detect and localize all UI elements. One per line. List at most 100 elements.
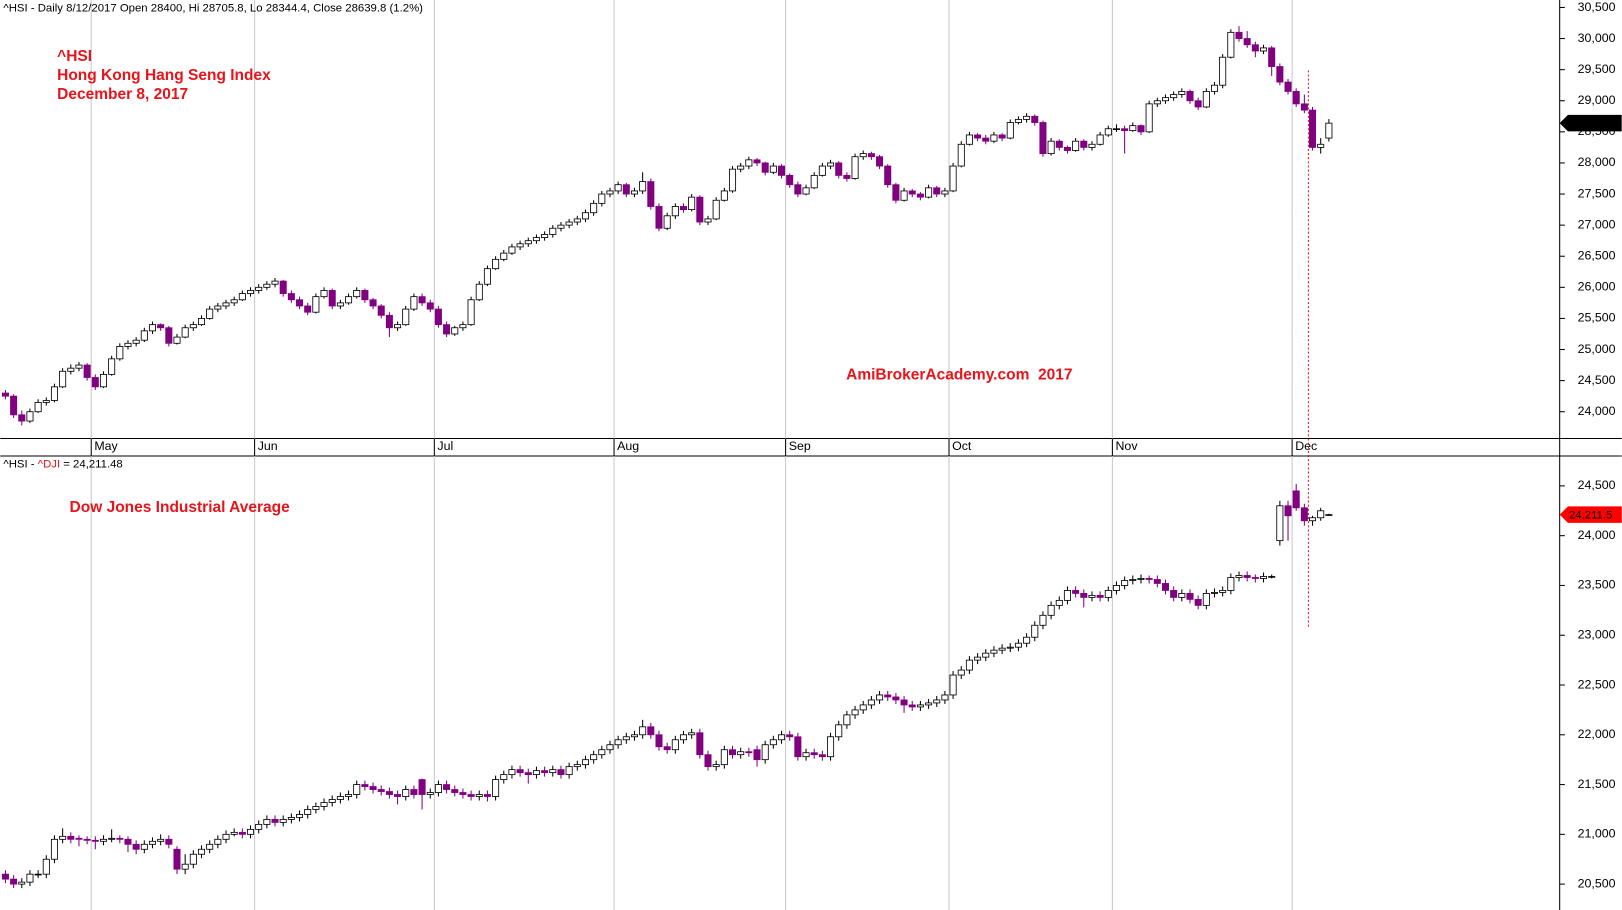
candle-body xyxy=(148,840,157,845)
candle-body xyxy=(982,137,990,142)
candle-body xyxy=(549,769,557,774)
candle-body xyxy=(181,863,189,870)
candle-body xyxy=(1309,109,1317,148)
candle-body xyxy=(630,190,638,195)
candle-body xyxy=(1235,31,1243,39)
candle-body xyxy=(157,324,165,329)
candle-body xyxy=(827,736,835,758)
y-tick-label: 24,000 xyxy=(1578,404,1616,418)
candle-body xyxy=(737,165,745,170)
candle-body xyxy=(908,704,916,708)
candle-body xyxy=(1,873,9,880)
candle-body xyxy=(402,789,410,797)
candle-body xyxy=(247,828,255,835)
candle-body xyxy=(304,809,312,815)
candle-body xyxy=(173,848,181,870)
candle-body xyxy=(557,769,565,776)
candle-body xyxy=(1317,143,1325,148)
y-tick-label: 24,000 xyxy=(1578,528,1616,542)
candle-body xyxy=(737,751,745,756)
candle-body xyxy=(255,823,263,830)
candle-body xyxy=(1178,91,1186,95)
candle-body xyxy=(974,134,982,139)
header-part: = 24,211.48 xyxy=(60,458,123,470)
candle-body xyxy=(908,190,916,195)
candle-body xyxy=(263,283,271,288)
candle-body xyxy=(475,283,483,301)
x-tick-label: Jul xyxy=(437,439,453,453)
candle-body xyxy=(492,258,500,270)
candle-body xyxy=(108,358,116,375)
candle-body xyxy=(222,833,230,840)
y-tick-label: 21,000 xyxy=(1578,827,1616,841)
candle-body xyxy=(679,206,688,211)
candle-body xyxy=(75,837,83,840)
candle-body xyxy=(688,196,696,211)
candle-body xyxy=(361,290,369,301)
last-price-box xyxy=(1559,114,1622,132)
candle-body xyxy=(728,749,737,756)
candle-body xyxy=(320,290,328,298)
candle-body xyxy=(157,838,165,842)
candle-body xyxy=(42,858,50,875)
candle-body xyxy=(965,134,973,145)
candle-body xyxy=(279,818,287,823)
candle-body xyxy=(933,699,941,704)
candle-body xyxy=(998,134,1006,139)
candle-body xyxy=(1014,118,1022,123)
candle-body xyxy=(614,184,622,192)
candle-body xyxy=(851,156,859,179)
candle-body xyxy=(336,796,344,800)
candle-body xyxy=(941,694,949,701)
candle-body xyxy=(720,749,728,766)
candle-body xyxy=(532,770,540,776)
candle-body xyxy=(304,305,312,313)
x-tick-label: Sep xyxy=(789,439,811,453)
candle-body xyxy=(974,656,982,661)
candle-body xyxy=(516,769,524,774)
candle-body xyxy=(606,190,614,195)
candle-body xyxy=(1309,517,1317,522)
candle-body xyxy=(1063,146,1071,151)
candle-body xyxy=(990,649,998,654)
candle-body xyxy=(459,324,467,329)
candle-body xyxy=(189,324,197,329)
candle-body xyxy=(622,184,630,195)
candle-body xyxy=(590,754,598,761)
candle-body xyxy=(1112,585,1120,591)
candle-body xyxy=(369,786,377,790)
candle-body xyxy=(434,784,442,793)
candle-body xyxy=(394,794,402,797)
candle-body xyxy=(1080,140,1088,148)
candle-body xyxy=(75,364,83,369)
candle-body xyxy=(524,772,532,776)
candle-body xyxy=(1161,97,1170,102)
candle-body xyxy=(369,299,377,307)
candle-body xyxy=(1161,583,1170,591)
candle-body xyxy=(1178,593,1186,598)
candle-body xyxy=(1096,134,1104,145)
candle-body xyxy=(165,327,173,344)
candle-body xyxy=(394,324,402,329)
candle-body xyxy=(900,190,908,201)
candle-body xyxy=(867,153,875,158)
candle-body xyxy=(1153,579,1161,584)
candle-body xyxy=(810,752,818,756)
candle-body xyxy=(345,296,353,304)
candle-body xyxy=(769,165,777,173)
candle-body xyxy=(99,838,107,842)
candle-body xyxy=(451,327,459,335)
candle-body xyxy=(1300,103,1308,111)
candle-body xyxy=(1104,590,1112,598)
candle-body xyxy=(1031,115,1039,123)
candle-body xyxy=(802,187,810,195)
candle-body xyxy=(818,165,826,176)
candle-body xyxy=(835,724,843,738)
candle-body xyxy=(851,709,859,716)
candle-body xyxy=(312,296,320,313)
candle-body xyxy=(328,290,336,307)
candle-body xyxy=(443,324,451,335)
candle-body xyxy=(647,181,655,207)
candle-body xyxy=(83,838,91,841)
